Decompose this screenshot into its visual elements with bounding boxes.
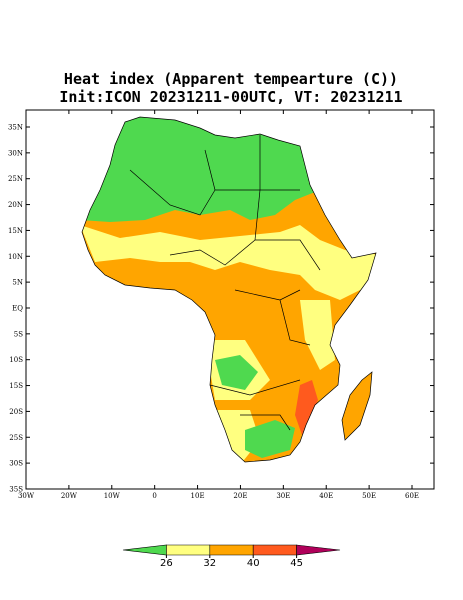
- colorbar-label: 45: [290, 558, 303, 569]
- colorbar-label: 32: [203, 558, 216, 569]
- colorbar: 26 32 40 45: [122, 544, 341, 569]
- lon-label: 30W: [18, 492, 35, 500]
- country-borders: [129, 135, 321, 431]
- colorbar-swatch: [166, 544, 211, 556]
- lat-label: 25N: [8, 175, 23, 183]
- central-green: [215, 355, 258, 390]
- lat-label: 20S: [9, 408, 23, 416]
- colorbar-swatch: [122, 544, 167, 556]
- lat-label: 30N: [8, 149, 23, 157]
- lon-label: 60E: [405, 492, 419, 500]
- lat-label: 10N: [8, 253, 23, 261]
- lon-label: 10E: [191, 492, 205, 500]
- lat-label: 35S: [9, 485, 23, 493]
- coastline: [81, 116, 377, 463]
- lon-label: 20E: [233, 492, 247, 500]
- lat-label: EQ: [12, 304, 23, 312]
- lon-label: 50E: [362, 492, 376, 500]
- lon-label: 40E: [319, 492, 333, 500]
- lat-label: 25S: [9, 434, 23, 442]
- colorbar-swatch: [296, 544, 341, 556]
- colorbar-swatch: [252, 544, 297, 556]
- lat-label: 30S: [9, 460, 23, 468]
- lon-label: 10W: [104, 492, 121, 500]
- east-yellow: [300, 300, 335, 370]
- south-green: [245, 420, 295, 458]
- lat-label: 5S: [14, 330, 23, 338]
- colorbar-swatch: [209, 544, 254, 556]
- subtitle: Init:ICON 20231211-00UTC, VT: 20231211: [59, 88, 402, 106]
- lat-label: 15N: [8, 227, 23, 235]
- lat-label: 10S: [9, 356, 23, 364]
- lat-label: 35N: [8, 124, 23, 132]
- lon-label: 20W: [61, 492, 78, 500]
- lon-label: 0: [152, 492, 156, 500]
- sahel-yellow: [82, 225, 376, 300]
- coast-red: [295, 380, 318, 435]
- lat-label: 5N: [12, 279, 23, 287]
- lon-label: 30E: [276, 492, 290, 500]
- lat-label: 15S: [9, 382, 23, 390]
- colorbar-label: 40: [247, 558, 260, 569]
- title: Heat index (Apparent tempearture (C)): [64, 70, 398, 88]
- lat-label: 20N: [8, 201, 23, 209]
- colorbar-label: 26: [160, 558, 173, 569]
